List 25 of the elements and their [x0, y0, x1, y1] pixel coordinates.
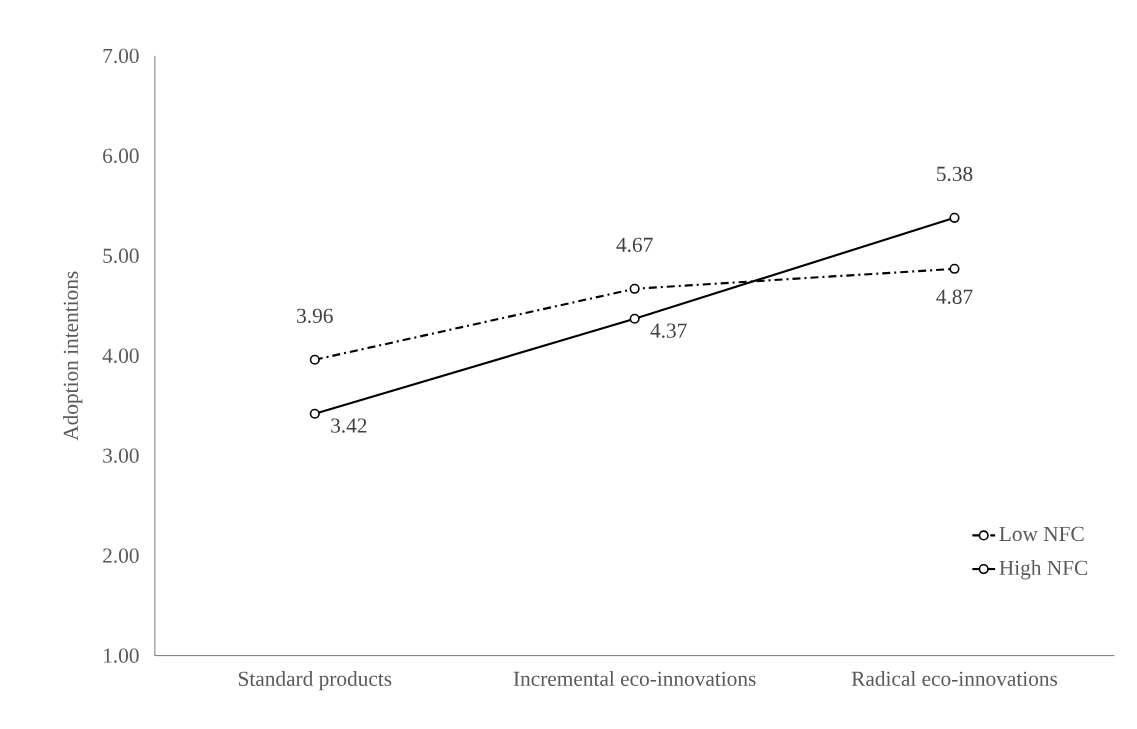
point: [629, 313, 640, 324]
data-label: 4.37: [650, 323, 687, 338]
point: [309, 354, 320, 365]
y-tick-label: 2.00: [103, 548, 139, 563]
x-tick-label: Incremental eco-innovations: [513, 670, 756, 686]
y-tick-label: 4.00: [102, 348, 139, 363]
y-tick-label: 1.00: [104, 648, 139, 663]
legend-label: Low NFC: [999, 526, 1084, 541]
legend-label: High NFC: [999, 559, 1088, 580]
y-tick-label: 5.00: [103, 248, 139, 263]
data-label: 5.38: [937, 166, 973, 182]
y-tick-label: 3.00: [103, 448, 139, 463]
point: [629, 283, 640, 294]
y-tick-label: 6.00: [103, 148, 139, 163]
y-tick-label: 7.00: [103, 48, 139, 64]
point: [309, 408, 320, 419]
data-label: 3.42: [331, 418, 367, 433]
data-label: 4.87: [936, 289, 973, 304]
point: [949, 212, 960, 223]
data-label: 4.67: [616, 237, 653, 252]
x-tick-label: Radical eco-innovations: [851, 670, 1058, 686]
y-axis-title: Adoption intentions: [63, 271, 83, 441]
data-label: 3.96: [297, 308, 333, 323]
point: [949, 263, 960, 274]
x-tick-label: Standard products: [238, 670, 392, 691]
